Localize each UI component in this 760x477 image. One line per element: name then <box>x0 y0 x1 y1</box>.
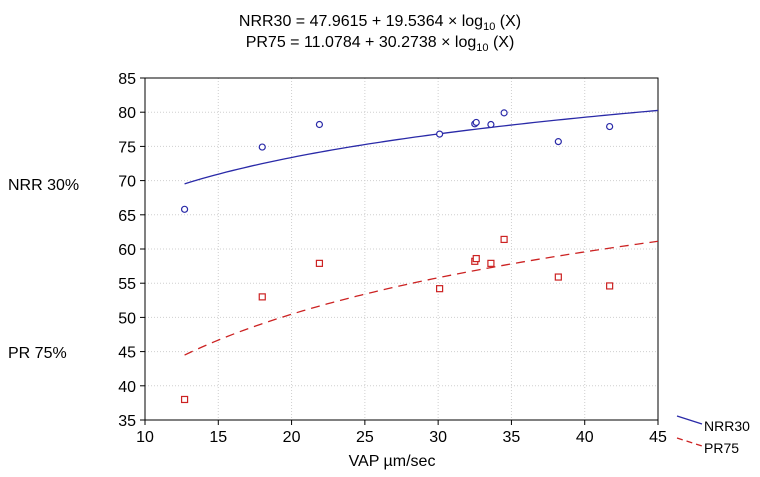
legend-label-nrr30: NRR30 <box>704 418 750 434</box>
y-tick-label: 65 <box>118 208 136 225</box>
y-tick-label: 80 <box>118 105 136 122</box>
point-nrr30 <box>258 143 266 151</box>
y-tick-label: 70 <box>118 174 136 191</box>
point-pr75 <box>487 259 495 267</box>
y-tick-label: 35 <box>118 413 136 430</box>
data-points <box>180 109 614 404</box>
point-nrr30 <box>472 118 480 127</box>
x-tick-label: 20 <box>283 429 301 446</box>
point-pr75 <box>606 282 614 290</box>
point-pr75 <box>258 293 266 301</box>
pr-side-label: PR 75% <box>8 345 67 362</box>
legend-swatch-nrr30 <box>676 415 703 425</box>
point-pr75 <box>500 235 508 244</box>
point-pr75 <box>315 259 324 267</box>
x-tick-label: 35 <box>503 429 521 446</box>
y-tick-label: 60 <box>118 242 136 259</box>
x-tick-label: 25 <box>356 429 374 446</box>
point-nrr30 <box>606 122 614 131</box>
y-tick-label: 75 <box>118 139 136 156</box>
axis-ticks: 10 15 20 25 30 35 40 45 35 40 45 50 55 60 65 70 75 80 85 <box>118 71 667 446</box>
point-pr75 <box>554 273 562 281</box>
point-nrr30 <box>180 205 189 213</box>
point-pr75 <box>436 285 444 293</box>
y-tick-label: 45 <box>118 345 136 362</box>
x-tick-label: 40 <box>576 429 594 446</box>
point-pr75 <box>472 254 480 263</box>
point-nrr30 <box>315 120 324 129</box>
legend-swatch-pr75 <box>676 437 703 447</box>
plot-area-frame <box>144 77 659 421</box>
point-nrr30 <box>487 120 495 129</box>
legend: NRR30 PR75 <box>676 415 750 456</box>
fit-lines <box>184 109 659 356</box>
nrr-equation: NRR30 = 47.9615 + 19.5364 × log10 (X) <box>238 13 522 34</box>
pr-equation: PR75 = 11.0784 + 30.2738 × log10 (X) <box>245 34 515 55</box>
fit-line-nrr30 <box>184 109 659 185</box>
legend-label-pr75: PR75 <box>704 440 739 456</box>
y-tick-label: 40 <box>118 379 136 396</box>
grid <box>144 77 659 421</box>
y-tick-label: 85 <box>118 71 136 88</box>
y-tick-label: 50 <box>118 310 136 327</box>
nrr-side-label: NRR 30% <box>8 177 80 194</box>
fit-line-pr75 <box>184 240 659 356</box>
point-pr75 <box>180 395 189 404</box>
x-axis-title: VAP µm/sec <box>349 453 436 470</box>
point-nrr30 <box>554 138 562 146</box>
point-nrr30 <box>436 130 444 138</box>
point-nrr30 <box>500 109 508 117</box>
x-tick-label: 30 <box>429 429 447 446</box>
y-tick-label: 55 <box>118 276 136 293</box>
x-tick-label: 45 <box>649 429 667 446</box>
x-tick-label: 15 <box>209 429 227 446</box>
x-tick-label: 10 <box>136 429 154 446</box>
